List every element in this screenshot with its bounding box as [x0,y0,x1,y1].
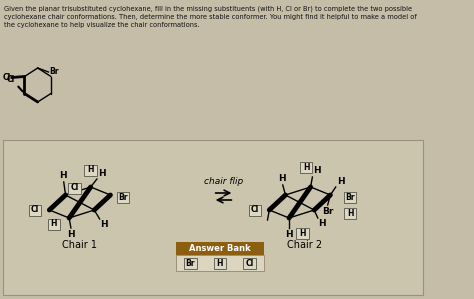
Text: H: H [285,230,293,239]
Text: Cl: Cl [251,205,259,214]
FancyBboxPatch shape [344,191,356,202]
Text: H: H [299,228,306,237]
Text: Cl: Cl [6,74,15,83]
Text: Cl: Cl [70,184,79,193]
FancyBboxPatch shape [296,228,309,239]
FancyBboxPatch shape [184,257,197,269]
FancyBboxPatch shape [117,191,129,202]
FancyBboxPatch shape [47,219,60,230]
Text: chair flip: chair flip [204,177,243,186]
Bar [176,242,264,255]
Text: Given the planar trisubstituted cyclohexane, fill in the missing substituents (w: Given the planar trisubstituted cyclohex… [4,5,412,11]
Text: Cl: Cl [3,73,11,82]
Text: H: H [100,220,108,229]
Text: Cl: Cl [246,259,254,268]
FancyBboxPatch shape [300,161,312,173]
FancyBboxPatch shape [84,164,97,176]
FancyBboxPatch shape [243,257,256,269]
Text: H: H [318,219,326,228]
Text: H: H [347,208,353,217]
Text: Br: Br [49,68,59,77]
FancyBboxPatch shape [344,208,356,219]
Text: Br: Br [185,259,195,268]
Text: Answer Bank: Answer Bank [189,244,251,253]
FancyBboxPatch shape [214,257,226,269]
Text: Chair 2: Chair 2 [287,240,322,250]
Text: the cyclohexane to help visualize the chair conformations.: the cyclohexane to help visualize the ch… [4,22,199,28]
Text: H: H [337,177,344,186]
Text: Cl: Cl [31,205,39,214]
Text: H: H [59,171,67,180]
Text: Br: Br [322,207,333,216]
Text: H: H [51,219,57,228]
Text: H: H [217,259,223,268]
Text: Chair 1: Chair 1 [63,240,97,250]
Text: H: H [87,166,94,175]
Text: H: H [303,162,310,172]
Text: H: H [67,230,75,239]
Text: H: H [98,169,106,178]
Text: Br: Br [346,193,355,202]
FancyBboxPatch shape [68,182,81,193]
Bar [176,255,264,271]
Text: Br: Br [118,193,128,202]
Bar [3,140,423,295]
Text: H: H [313,166,321,175]
Text: cyclohexane chair conformations. Then, determine the more stable conformer. You : cyclohexane chair conformations. Then, d… [4,13,416,19]
FancyBboxPatch shape [249,205,261,216]
FancyBboxPatch shape [29,205,41,216]
Text: H: H [278,174,286,183]
